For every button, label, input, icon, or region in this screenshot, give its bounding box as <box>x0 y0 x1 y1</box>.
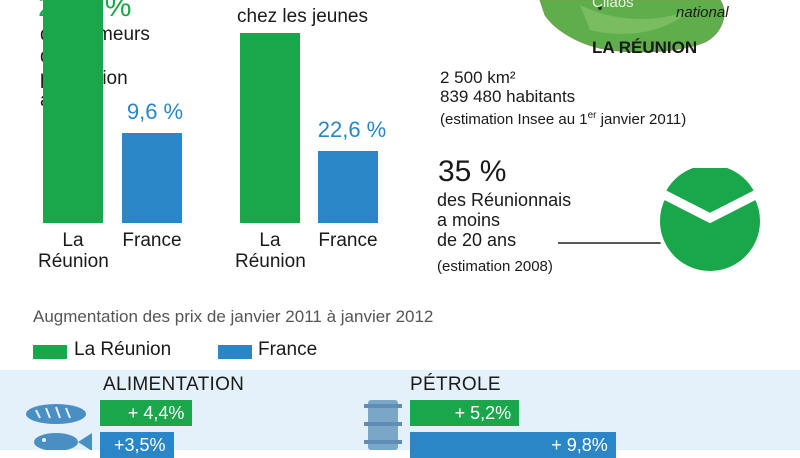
price-bar-label: + 4,4% <box>127 402 185 423</box>
legend-swatch-france <box>218 345 252 359</box>
category-line: Réunion <box>38 251 109 272</box>
oil-barrel-icon <box>364 400 402 450</box>
population-text: 839 480 habitants <box>440 87 576 106</box>
bread-icon <box>26 404 92 450</box>
category-label-france-youth: France <box>318 230 378 251</box>
bar-reunion-unemployment <box>43 0 103 223</box>
estimate-sup: er <box>587 110 597 121</box>
category-label-reunion: La Réunion <box>38 230 109 272</box>
estimate-prefix: (estimation Insee au 1 <box>440 111 588 128</box>
park-label: national <box>676 4 729 21</box>
town-marker <box>598 6 602 10</box>
pie-slices <box>656 168 764 275</box>
legend-swatch-reunion <box>33 345 67 359</box>
value-label-france-youth: 22,6 % <box>317 117 387 143</box>
bar-reunion-youth <box>240 33 300 223</box>
youth-chart-title: chez les jeunes <box>237 6 368 27</box>
price-bar-alimentation-reunion: + 4,4% <box>100 400 193 426</box>
category-line: La <box>259 230 281 251</box>
prices-title: Augmentation des prix de janvier 2011 à … <box>33 307 434 326</box>
fish-icon <box>34 433 92 450</box>
youth-share-note: (estimation 2008) <box>437 258 553 275</box>
category-label-reunion-youth: La Réunion <box>235 230 306 272</box>
youth-line: a moins <box>437 210 501 230</box>
youth-share-text: des Réunionnais a moins de 20 ans <box>437 190 571 250</box>
price-bar-alimentation-france: +3,5% <box>100 432 174 458</box>
island-relief <box>580 5 690 34</box>
price-bar-label: + 5,2% <box>454 402 512 423</box>
petrole-title: PÉTROLE <box>410 374 501 395</box>
youth-line: des Réunionnais <box>437 190 572 210</box>
bar-france-unemployment <box>122 133 182 223</box>
town-label: Cilaos <box>592 0 634 11</box>
price-bar-petrole-reunion: + 5,2% <box>410 400 520 426</box>
pie-slice-others <box>656 194 764 275</box>
legend-label-france: France <box>258 339 318 360</box>
map-title: LA RÉUNION <box>592 38 698 57</box>
youth-line: de 20 ans <box>437 230 517 250</box>
estimate-text: (estimation Insee au 1er janvier 2011) <box>440 106 686 129</box>
category-label-france: France <box>122 230 182 251</box>
category-line: La <box>62 230 84 251</box>
pie-slice-under-20 <box>660 168 760 218</box>
facts-block: 2 500 km² 839 480 habitants (estimation … <box>440 68 686 129</box>
youth-pie-chart <box>558 168 764 275</box>
value-label-france-unemployment: 9,6 % <box>126 99 184 125</box>
reunion-map <box>539 0 725 53</box>
estimate-suffix: janvier 2011) <box>596 111 687 128</box>
legend-label-reunion: La Réunion <box>74 339 172 360</box>
youth-share-value: 35 % <box>438 155 507 188</box>
bar-france-youth <box>318 151 378 223</box>
price-bar-petrole-france: + 9,8% <box>410 432 616 458</box>
category-line: Réunion <box>235 251 306 272</box>
price-bar-label: +3,5% <box>113 434 166 455</box>
alimentation-title: ALIMENTATION <box>103 374 245 395</box>
price-bar-label: + 9,8% <box>551 434 608 455</box>
area-text: 2 500 km² <box>440 68 516 87</box>
